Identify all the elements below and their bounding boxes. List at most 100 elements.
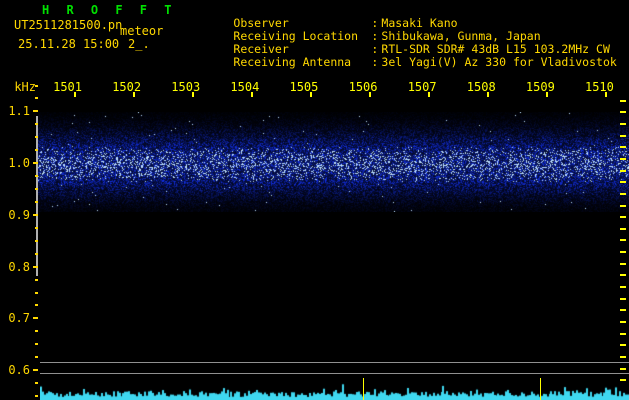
y-axis-minor-tick [35, 188, 38, 191]
x-axis-tick-label: 1502 [112, 80, 142, 94]
y-axis-tick [33, 213, 38, 216]
right-axis-tick [620, 192, 626, 195]
sequence-label: 2_. [128, 37, 150, 51]
y-axis-minor-tick [35, 200, 38, 203]
y-axis-tick [33, 317, 38, 320]
y-axis-tick [33, 110, 38, 113]
file-name-label: UT2511281500.pn [14, 18, 123, 32]
y-axis-minor-tick [35, 226, 38, 229]
y-axis-tick-label: 0.7 [8, 311, 30, 326]
right-axis-tick [620, 157, 626, 160]
y-axis-tick [33, 265, 38, 268]
y-axis-minor-tick [35, 123, 38, 126]
y-axis-minor-tick [35, 278, 38, 281]
bargraph-canvas [40, 381, 629, 400]
x-axis-tick-label: 1503 [171, 80, 201, 94]
right-axis-tick [620, 146, 626, 149]
x-axis-tick-label: 1509 [525, 80, 555, 94]
y-axis-minor-tick [35, 304, 38, 307]
y-axis-unit-label: kHz [14, 80, 36, 94]
y-axis-tick-label: 1.0 [8, 156, 30, 171]
x-axis-labels: 1501 1502 1503 1504 1505 1506 1507 1508 1509 1510 [0, 80, 629, 100]
right-axis-tick [620, 309, 626, 312]
right-axis-tick [620, 297, 626, 300]
right-axis-tick [620, 320, 626, 323]
metadata-row-receiving-location: Receiving Location: Shibukawa, Gunma, Jap… [178, 17, 617, 43]
reference-line-2 [40, 373, 629, 374]
y-axis-tick-label: 0.8 [8, 259, 30, 274]
header: H R O F F T UT2511281500.pn meteor 25.11… [0, 0, 629, 69]
y-axis-minor-tick [35, 252, 38, 255]
y-axis-minor-tick [35, 149, 38, 152]
y-axis-tick-label: 0.6 [8, 363, 30, 378]
x-axis-tick-label: 1501 [53, 80, 82, 94]
metadata-value: Shibukawa, Gunma, Japan [381, 29, 541, 43]
x-axis-tick [605, 92, 608, 97]
right-axis-tick [620, 111, 626, 114]
x-axis-tick [487, 92, 490, 97]
right-axis-tick [620, 355, 626, 358]
x-axis-tick-label: 1508 [466, 80, 496, 94]
y-axis-tick [33, 369, 38, 372]
event-marker [540, 378, 541, 400]
metadata-colon: : [371, 42, 379, 56]
y-axis-minor-tick [35, 175, 38, 178]
metadata-value: RTL-SDR SDR# 43dB L15 103.2MHz CW [381, 42, 610, 56]
y-axis-tick [33, 162, 38, 165]
right-axis-tick [620, 344, 626, 347]
right-axis-tick [620, 204, 626, 207]
metadata-key: Receiving Antenna [233, 55, 352, 69]
metadata-colon: : [371, 16, 379, 30]
metadata-value: Masaki Kano [381, 16, 458, 30]
metadata-row-receiving-antenna: Receiving Antenna:3el Yagi(V) Az 330 for… [178, 43, 616, 69]
right-axis-tick [620, 379, 626, 382]
right-axis-tick [620, 262, 626, 265]
y-axis-tick-label: 1.1 [8, 104, 30, 119]
metadata-colon: : [371, 55, 379, 69]
event-marker [363, 378, 364, 400]
spectrogram-canvas [38, 112, 629, 212]
x-axis-tick-label: 1505 [289, 80, 319, 94]
y-axis-minor-tick [35, 239, 38, 242]
y-axis-minor-tick [35, 382, 38, 385]
app-title: H R O F F T [42, 3, 177, 17]
metadata-row-receiver: Receiver: RTL-SDR SDR# 43dB L15 103.2MHz … [178, 30, 617, 56]
right-axis-tick [620, 181, 626, 184]
right-axis-tick [620, 134, 626, 137]
right-axis-tick [620, 286, 626, 289]
metadata-colon: : [371, 29, 379, 43]
y-axis-minor-tick [35, 136, 38, 139]
x-axis-tick [132, 92, 135, 97]
right-axis-tick [620, 332, 626, 335]
right-axis-tick [620, 227, 626, 230]
y-axis-minor-tick [35, 356, 38, 359]
metadata-key: Receiver [233, 42, 289, 56]
x-axis-tick [250, 92, 253, 97]
right-axis-tick [620, 216, 626, 219]
right-axis-tick [620, 367, 626, 370]
x-axis-tick-label: 1510 [584, 80, 614, 94]
x-axis-tick-label: 1507 [407, 80, 437, 94]
y-axis-minor-tick [35, 97, 38, 100]
reference-line-1 [40, 362, 629, 363]
x-axis-tick-label: 1506 [348, 80, 378, 94]
right-axis-tick [620, 251, 626, 254]
y-axis-minor-tick [35, 395, 38, 397]
signal-level-bargraph [40, 381, 629, 400]
spectrogram-noise-band [38, 112, 629, 212]
metadata-value: 3el Yagi(V) Az 330 for Vladivostok [381, 55, 617, 69]
x-axis-tick [309, 92, 312, 97]
right-axis-tick [620, 123, 626, 126]
y-axis-minor-tick [35, 84, 38, 87]
y-axis-line [36, 116, 38, 276]
right-axis-tick [620, 99, 626, 102]
right-axis-tick [620, 274, 626, 277]
y-axis-tick-label: 0.9 [8, 207, 30, 222]
y-axis: kHz 1.1 1.0 0.9 0.8 0.7 0.6 [0, 70, 38, 400]
x-axis-tick [546, 92, 549, 97]
right-axis-tick [620, 169, 626, 172]
y-axis-minor-tick [35, 343, 38, 346]
x-axis-tick [428, 92, 431, 97]
recording-datetime-label: 25.11.28 15:00 [18, 37, 120, 51]
